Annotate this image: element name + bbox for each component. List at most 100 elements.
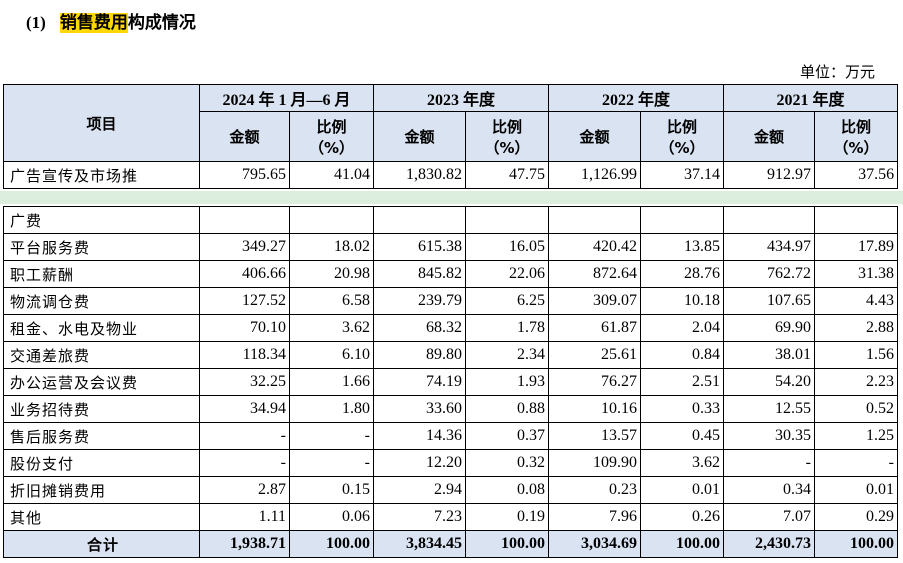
table-row: 职工薪酬 406.66 20.98 845.82 22.06 872.64 28.76 762… [3,260,898,288]
cell: 10.16 [548,395,641,423]
cell: - [199,422,290,450]
cell: 845.82 [373,260,466,288]
cell: 1.11 [199,503,290,531]
cell: 74.19 [373,368,466,396]
cell: 0.26 [640,503,724,531]
cell: - [199,449,290,477]
cell: 32.25 [199,368,290,396]
cell: 3.62 [289,314,374,342]
cell: 0.01 [814,476,898,504]
cell: 37.14 [640,161,725,189]
header-period-3: 2022 年度 [548,84,725,112]
cell: 54.20 [723,368,815,396]
cell: 61.87 [548,314,641,342]
row-label: 售后服务费 [3,422,200,450]
cell: 7.07 [723,503,815,531]
cell: 0.08 [465,476,549,504]
cell: 33.60 [373,395,466,423]
cell: 0.19 [465,503,549,531]
cell: 10.18 [640,287,724,315]
cell: 70.10 [199,314,290,342]
cell: - [289,422,374,450]
cell: 1.78 [465,314,549,342]
table-row: 售后服务费 - -14.36 0.37 13.57 0.45 30.35 1.25 [3,422,898,450]
cell: 41.04 [288,161,375,189]
cell: 14.36 [373,422,466,450]
cell: 1.56 [814,341,898,369]
table-row: 租金、水电及物业 70.10 3.62 68.32 1.78 61.87 2.04 69.90… [3,314,898,342]
cell: 31.38 [814,260,898,288]
header-ratio-line1: 比例 [316,117,347,136]
total-cell: 100.00 [465,530,549,558]
unit-label: 单位：万元 [799,63,875,81]
cell: 76.27 [548,368,641,396]
cell: - [814,449,898,477]
cell: 37.56 [814,161,899,189]
header-amount: 金额 [723,111,816,162]
cell: 1.66 [289,368,374,396]
cell: 1,126.99 [548,161,642,189]
cell: 0.37 [465,422,549,450]
row-label: 平台服务费 [3,233,200,261]
cell: 20.98 [289,260,374,288]
cell: 2.04 [640,314,724,342]
table-row: 办公运营及会议费 32.25 1.66 74.19 1.93 76.27 2.51 54.20… [3,368,898,396]
cell: 25.61 [548,341,641,369]
expense-table-top: 项目 2024 年 1 月—6 月 2023 年度 2022 年度 2021 年… [3,84,899,189]
cell: 107.65 [723,287,815,315]
header-amount: 金额 [373,111,467,162]
cell: 0.29 [814,503,898,531]
row-label: 租金、水电及物业 [3,314,200,342]
header-ratio: 比例 （%） [814,111,899,162]
cell: 0.23 [548,476,641,504]
section-number: (1) [26,13,46,32]
row-label: 交通差旅费 [3,341,200,369]
row-label: 职工薪酬 [3,260,200,288]
row-label: 股份支付 [3,449,200,477]
header-ratio-line1: 比例 [841,117,872,136]
cell: 109.90 [548,449,641,477]
row-label: 广费 [3,206,200,234]
table-row: 折旧摊销费用 2.87 0.15 2.94 0.08 0.23 0.01 0.34 0.01 [3,476,898,504]
cell: 118.34 [199,341,290,369]
table-row: 股份支付 - -12.20 0.32 109.90 3.62- - [3,449,898,477]
cell: 12.20 [373,449,466,477]
cell: 89.80 [373,341,466,369]
table-row: 其他 1.11 0.06 7.23 0.19 7.96 0.26 7.07 0.29 [3,503,898,531]
total-cell: 1,938.71 [199,530,290,558]
cell: 68.32 [373,314,466,342]
cell: 0.15 [289,476,374,504]
cell: 2.94 [373,476,466,504]
row-label: 广告宣传及市场推 [3,161,200,189]
cell: 1,830.82 [373,161,467,189]
table-row: 物流调仓费 127.52 6.58 239.79 6.25 309.07 10.18 107.… [3,287,898,315]
cell: 6.25 [465,287,549,315]
cell: 762.72 [723,260,815,288]
cell: 795.65 [199,161,290,189]
cell: 6.10 [289,341,374,369]
header-ratio: 比例 （%） [465,111,550,162]
cell: 912.97 [723,161,816,189]
row-label: 办公运营及会议费 [3,368,200,396]
total-cell: 2,430.73 [723,530,815,558]
page-break-gap [0,191,903,204]
cell: 13.85 [640,233,724,261]
cell: 127.52 [199,287,290,315]
cell: 2.23 [814,368,898,396]
section-heading-rest: 构成情况 [127,13,196,33]
row-label: 物流调仓费 [3,287,200,315]
cell: - [289,449,374,477]
cell: 69.90 [723,314,815,342]
cell: 38.01 [723,341,815,369]
cell: 13.57 [548,422,641,450]
total-label: 合计 [3,530,200,558]
cell: 0.06 [289,503,374,531]
cell: 0.01 [640,476,724,504]
cell: 0.32 [465,449,549,477]
cell: 22.06 [465,260,549,288]
cell: 0.52 [814,395,898,423]
cell: 0.45 [640,422,724,450]
cell: 406.66 [199,260,290,288]
cell: 18.02 [289,233,374,261]
expense-table-bottom: 广费 平台服务费 349.27 18.02 615.38 16.05 420.42 13.8… [3,206,898,558]
